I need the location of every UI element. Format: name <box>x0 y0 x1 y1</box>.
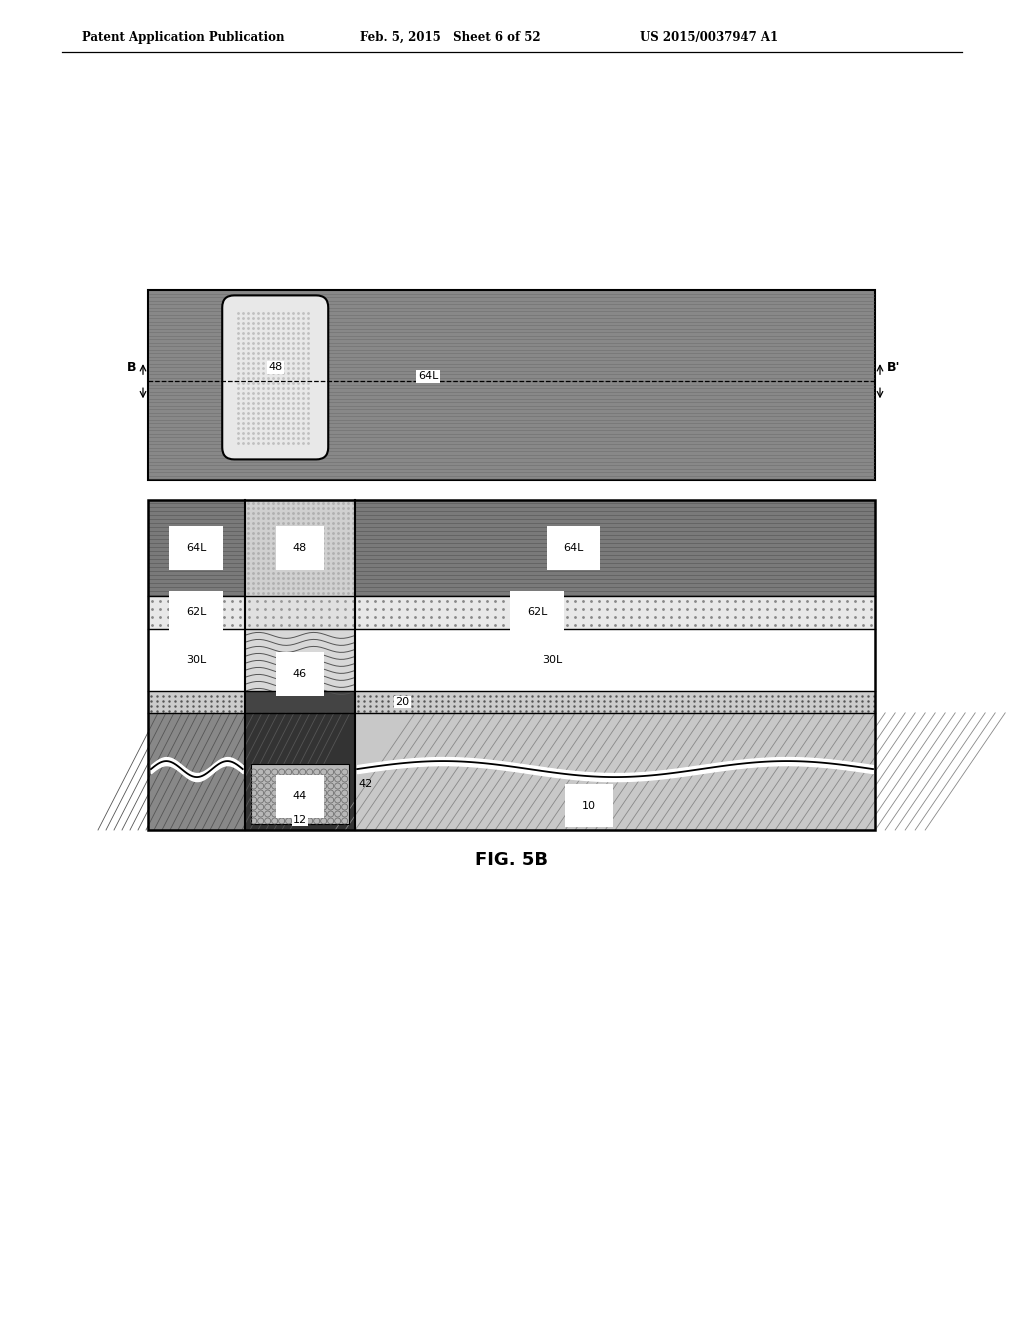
Bar <box>148 713 245 830</box>
Bar <box>355 500 874 595</box>
Text: 62L: 62L <box>527 607 547 618</box>
Text: B: B <box>127 360 136 374</box>
Text: 46: 46 <box>293 669 307 678</box>
Bar <box>148 290 874 480</box>
Bar <box>355 713 874 830</box>
Text: 44: 44 <box>293 792 307 801</box>
Text: Patent Application Publication: Patent Application Publication <box>82 30 285 44</box>
Text: 30L: 30L <box>186 655 207 665</box>
FancyBboxPatch shape <box>222 296 329 459</box>
Text: FIG. 5B: FIG. 5B <box>475 851 548 869</box>
Bar <box>245 500 355 595</box>
Bar <box>148 628 245 692</box>
Text: 12: 12 <box>293 814 307 825</box>
Text: 30L: 30L <box>543 655 563 665</box>
Text: 64L: 64L <box>563 543 584 553</box>
Text: FIG. 5A: FIG. 5A <box>475 502 548 519</box>
Bar <box>245 628 355 692</box>
Text: 64L: 64L <box>418 371 438 381</box>
Bar <box>355 628 874 692</box>
Bar <box>245 713 355 830</box>
Text: 10: 10 <box>582 801 596 810</box>
Text: 62L: 62L <box>186 607 207 618</box>
Bar <box>245 595 355 628</box>
Text: 64L: 64L <box>186 543 207 553</box>
Text: 48: 48 <box>293 543 307 553</box>
Bar <box>148 500 245 595</box>
Bar <box>148 595 245 628</box>
Text: Feb. 5, 2015   Sheet 6 of 52: Feb. 5, 2015 Sheet 6 of 52 <box>360 30 541 44</box>
Bar <box>355 692 874 713</box>
Bar <box>245 692 355 713</box>
Text: B': B' <box>887 360 900 374</box>
Text: 48: 48 <box>268 363 283 372</box>
Bar <box>148 500 874 830</box>
Bar <box>355 595 874 628</box>
Bar <box>148 692 245 713</box>
Text: 20: 20 <box>395 697 410 708</box>
Text: US 2015/0037947 A1: US 2015/0037947 A1 <box>640 30 778 44</box>
Text: 42: 42 <box>358 779 373 789</box>
Bar <box>251 764 349 824</box>
